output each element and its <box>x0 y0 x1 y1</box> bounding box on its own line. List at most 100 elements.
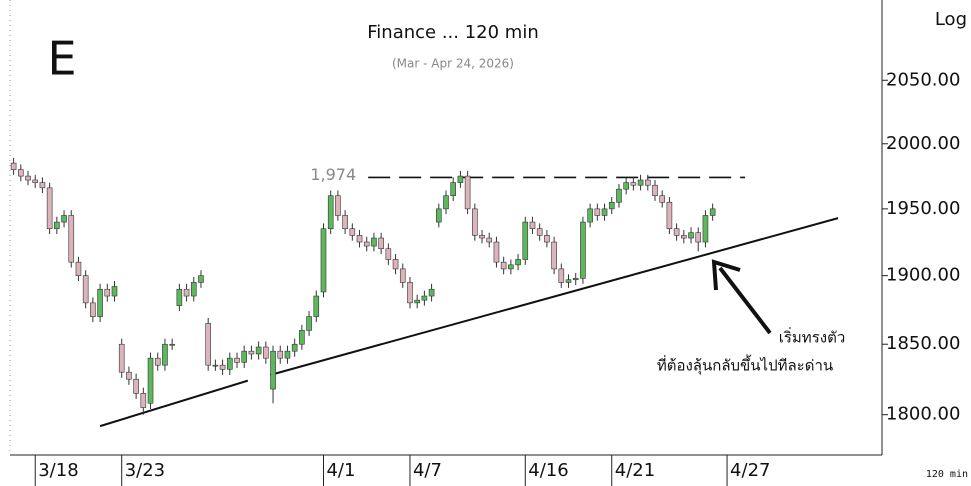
candle-body <box>190 282 197 297</box>
x-tick-label: 4/21 <box>615 460 655 481</box>
candle-body <box>443 195 449 210</box>
candle-body <box>407 282 413 304</box>
y-tick-label: 1900.00 <box>886 265 960 286</box>
candle-body <box>90 302 96 317</box>
candle-body <box>284 350 291 359</box>
candle-body <box>508 264 514 270</box>
candle-body <box>306 316 312 331</box>
chart-subtitle: (Mar - Apr 24, 2026) <box>392 57 514 71</box>
candle-body <box>601 208 608 216</box>
candle-body <box>515 259 521 266</box>
candle-body <box>75 261 82 276</box>
candle-body <box>198 275 204 283</box>
candle-body <box>479 235 485 239</box>
candle-body <box>580 221 586 279</box>
y-tick-label: 1950.00 <box>886 198 960 219</box>
candle-body <box>414 299 420 304</box>
candle-body <box>54 221 60 230</box>
candle-body <box>126 371 132 380</box>
candle-body <box>349 228 356 236</box>
y-tick-label: 2050.00 <box>886 69 960 90</box>
candle-body <box>82 275 89 304</box>
candle-body <box>644 179 651 186</box>
candle-body <box>363 241 370 247</box>
candle-body <box>587 208 593 223</box>
candle-body <box>68 215 75 263</box>
candle-body <box>435 208 442 223</box>
candle-body <box>61 215 67 223</box>
candle-body <box>659 195 665 203</box>
candle-body <box>378 237 384 250</box>
candle-body <box>623 182 629 190</box>
candle-body <box>399 268 406 283</box>
candle-body <box>500 261 507 270</box>
candle-body <box>219 364 226 370</box>
candle-body <box>263 346 269 359</box>
candle-body <box>673 228 680 236</box>
candle-body <box>681 235 687 239</box>
candle-body <box>709 208 716 216</box>
candle-body <box>32 179 39 183</box>
scale-label: Log <box>935 9 967 30</box>
candle-body <box>565 279 572 283</box>
candle-body <box>46 187 53 230</box>
candle-body <box>255 346 262 355</box>
x-tick-label: 4/27 <box>730 460 770 481</box>
candle-body <box>118 343 125 373</box>
candle-body <box>616 188 622 203</box>
candle-body <box>558 268 565 283</box>
y-tick-label: 1850.00 <box>886 333 960 354</box>
candle-body <box>486 237 493 243</box>
candle-body <box>270 350 276 390</box>
candle-body <box>522 221 529 260</box>
x-tick-label: 4/7 <box>413 460 442 481</box>
candle-body <box>342 215 348 230</box>
candle-body <box>572 278 579 281</box>
candle-body <box>594 208 601 216</box>
candle-body <box>392 259 399 270</box>
candle-body <box>154 357 161 366</box>
candle-body <box>140 393 147 408</box>
candle-body <box>695 232 702 243</box>
annotation-arrow-head <box>711 259 741 291</box>
candle-body <box>162 343 168 366</box>
annotation-line: เริ่มทรงตัว <box>779 327 846 347</box>
candle-body <box>608 201 615 210</box>
candle-body <box>147 357 154 404</box>
interval-label: 120 min <box>926 469 968 480</box>
candle-body <box>313 295 320 317</box>
candle-body <box>39 182 46 189</box>
candle-body <box>371 237 377 247</box>
x-tick-label: 4/1 <box>326 460 355 481</box>
candle-body <box>241 350 248 363</box>
x-tick-label: 3/18 <box>38 460 78 481</box>
candle-body <box>450 182 457 197</box>
x-tick-label: 4/16 <box>528 460 568 481</box>
candle-body <box>493 241 500 263</box>
candle-body <box>212 364 219 367</box>
candle-body <box>111 286 118 297</box>
candle-body <box>666 201 673 230</box>
candle-body <box>320 228 327 293</box>
candle-body <box>104 288 111 297</box>
candle-body <box>421 295 428 301</box>
y-tick-label: 2000.00 <box>886 133 960 154</box>
candle-body <box>544 235 550 243</box>
candle-body <box>299 330 305 345</box>
candle-body <box>291 343 298 352</box>
candle-body <box>277 350 284 359</box>
candle-body <box>428 288 435 297</box>
candle-body <box>472 208 478 236</box>
candle-body <box>227 357 233 370</box>
candle-body <box>176 288 183 306</box>
candle-body <box>702 215 709 243</box>
candle-body <box>529 221 536 230</box>
candle-body <box>327 195 334 230</box>
candle-body <box>133 378 139 394</box>
candle-body <box>234 357 240 363</box>
candle-body <box>97 288 103 317</box>
candle-body <box>356 235 363 243</box>
candle-body <box>464 175 471 210</box>
panel-label: E <box>47 32 76 86</box>
